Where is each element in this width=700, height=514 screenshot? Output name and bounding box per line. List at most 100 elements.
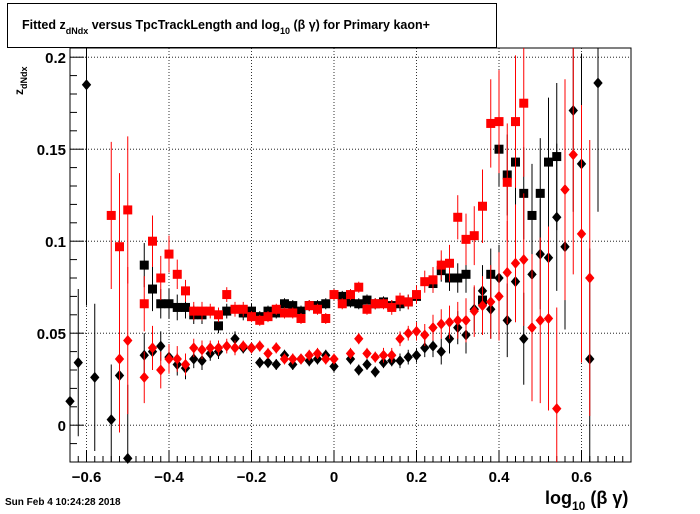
- data-point: [362, 358, 372, 370]
- data-point: [139, 299, 149, 309]
- data-point: [346, 297, 355, 307]
- data-point: [337, 291, 347, 301]
- x-tick-label: −0.6: [72, 469, 102, 486]
- data-point: [560, 184, 570, 196]
- data-point: [271, 342, 281, 354]
- data-point: [436, 346, 446, 358]
- data-point: [329, 290, 339, 300]
- data-point: [478, 201, 487, 211]
- data-point: [247, 312, 256, 322]
- y-tick-label: 0.05: [37, 326, 66, 343]
- timestamp: Sun Feb 4 10:24:28 2018: [5, 497, 121, 508]
- data-point: [197, 344, 207, 356]
- data-point: [568, 149, 578, 161]
- data-point: [172, 302, 182, 312]
- data-point: [172, 353, 182, 365]
- data-point: [65, 395, 75, 407]
- data-point: [222, 340, 232, 352]
- data-point: [296, 353, 306, 365]
- data-point: [263, 312, 273, 322]
- data-point: [279, 353, 290, 365]
- x-tick-label: 0.4: [489, 469, 511, 486]
- data-series: [65, 48, 603, 464]
- x-tick-label: −0.4: [154, 469, 184, 486]
- data-point: [585, 272, 595, 284]
- data-point: [395, 355, 405, 367]
- data-point: [576, 228, 587, 240]
- data-point: [461, 314, 471, 326]
- data-point: [263, 357, 273, 369]
- data-point: [213, 342, 224, 354]
- data-point: [552, 211, 562, 223]
- data-point: [379, 299, 388, 309]
- x-tick-label: 0: [330, 469, 338, 486]
- data-point: [354, 364, 364, 376]
- y-tick-label: 0.1: [45, 234, 66, 251]
- data-point: [238, 340, 248, 352]
- data-point: [395, 333, 405, 345]
- data-point: [428, 322, 438, 334]
- data-point: [370, 351, 380, 363]
- data-point: [81, 79, 92, 91]
- data-point: [461, 234, 471, 244]
- data-point: [519, 333, 529, 345]
- data-point: [370, 299, 380, 309]
- data-point: [412, 290, 421, 300]
- data-point: [238, 304, 248, 314]
- data-point: [403, 327, 413, 339]
- data-point: [280, 299, 289, 309]
- data-point: [527, 322, 537, 334]
- data-point: [420, 277, 430, 287]
- x-tick-label: 0.2: [406, 469, 427, 486]
- chart-title: Fitted zdNdx versus TpcTrackLength and l…: [22, 18, 430, 36]
- data-point: [139, 260, 149, 270]
- x-axis-ticks: −0.6 −0.4 −0.2 0 0.2 0.4 0.6: [69, 450, 632, 486]
- data-point: [205, 342, 215, 354]
- data-point: [453, 212, 463, 222]
- data-point: [346, 290, 355, 300]
- data-point: [197, 355, 207, 367]
- data-point: [180, 358, 191, 370]
- data-point: [411, 325, 422, 337]
- data-point: [445, 258, 454, 268]
- data-point: [387, 302, 397, 312]
- data-point: [288, 353, 298, 365]
- data-point: [139, 371, 149, 383]
- data-point: [156, 299, 166, 309]
- y-axis-label: zdNdx: [12, 66, 29, 96]
- data-point: [214, 310, 223, 320]
- data-point: [436, 318, 446, 330]
- data-point: [511, 117, 520, 127]
- data-point: [181, 302, 190, 312]
- data-point: [114, 353, 125, 365]
- data-point: [337, 299, 347, 309]
- data-point: [477, 300, 488, 312]
- data-point: [280, 308, 289, 318]
- data-point: [486, 296, 496, 308]
- data-point: [378, 349, 389, 361]
- data-point: [148, 284, 157, 294]
- data-point: [312, 347, 323, 359]
- data-point: [354, 333, 364, 345]
- data-point: [73, 357, 83, 369]
- y-axis-ticks: 0 0.05 0.1 0.15 0.2: [37, 50, 84, 463]
- data-point: [288, 308, 298, 318]
- data-point: [123, 205, 133, 215]
- x-tick-label: −0.2: [237, 469, 267, 486]
- y-tick-label: 0: [58, 418, 66, 435]
- data-point: [271, 358, 281, 370]
- data-point: [164, 353, 174, 365]
- data-point: [246, 342, 257, 354]
- data-point: [222, 306, 232, 316]
- data-point: [288, 301, 298, 311]
- data-point: [197, 306, 207, 316]
- data-point: [494, 117, 504, 127]
- data-point: [263, 347, 273, 359]
- data-point: [469, 231, 479, 241]
- data-point: [461, 269, 471, 279]
- data-point: [469, 305, 479, 317]
- data-point: [156, 340, 166, 352]
- data-point: [172, 269, 182, 279]
- data-point: [354, 299, 364, 309]
